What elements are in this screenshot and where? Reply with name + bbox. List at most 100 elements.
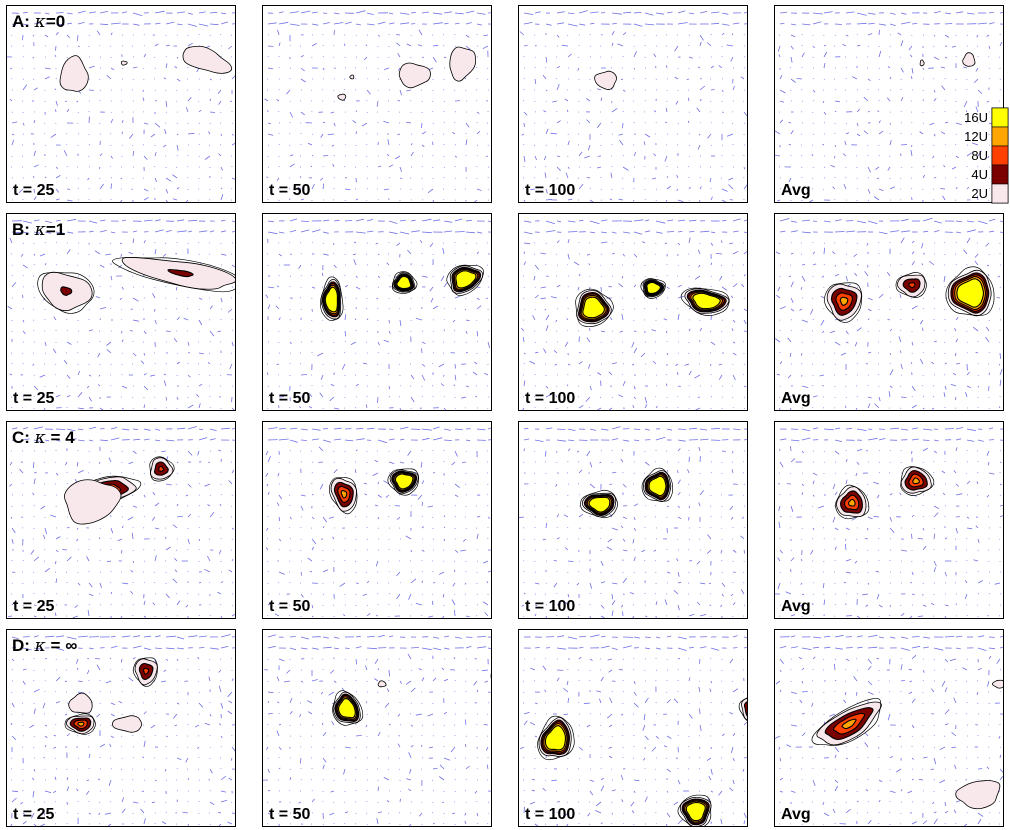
concentration-blob <box>246 668 257 686</box>
panel-frame <box>262 213 492 411</box>
panel-background <box>518 421 748 619</box>
panel-frame <box>774 629 1004 827</box>
contour-16U <box>956 278 985 308</box>
panel-1-1: t = 50 <box>262 213 492 411</box>
panel-time-label: t = 100 <box>525 598 575 615</box>
contour-2U <box>64 479 122 525</box>
outer-contour <box>391 271 418 294</box>
panel-2-2: t = 100 <box>518 421 748 619</box>
outer-contour <box>680 287 730 317</box>
contour-2U <box>749 647 765 671</box>
kappa-value: =0 <box>46 12 65 31</box>
concentration-blob <box>446 264 484 296</box>
contour-2U <box>491 671 492 679</box>
contour-12U <box>841 718 857 730</box>
contour-2U <box>337 93 347 101</box>
panel-0-3: Avg <box>774 5 1004 203</box>
panel-time-label: t = 100 <box>525 182 575 199</box>
concentration-blob <box>575 288 614 328</box>
panel-frame <box>518 5 748 203</box>
outer-contour <box>149 456 175 482</box>
outer-contour <box>246 668 257 686</box>
concentration-blob <box>64 713 96 735</box>
panel-time-label: Avg <box>781 390 811 407</box>
contour-4U <box>494 664 509 682</box>
panel-frame <box>6 629 236 827</box>
legend-swatch-16U <box>991 107 1009 128</box>
concentration-blob <box>594 70 617 90</box>
concentration-blob <box>835 484 870 520</box>
contour-2U <box>594 70 617 90</box>
panel-background <box>6 213 236 411</box>
concentration-blob <box>391 271 418 294</box>
contour-8U <box>908 282 916 289</box>
concentration-blob <box>68 692 93 714</box>
panel-1-0: t = 25 B: κ=1 <box>6 213 236 411</box>
contour-16U <box>588 496 611 513</box>
panel-time-label: t = 25 <box>13 806 54 823</box>
outer-contour <box>329 477 358 515</box>
panel-time-label: t = 25 <box>13 598 54 615</box>
outer-contour <box>580 489 618 519</box>
velocity-vector-field <box>774 634 1004 827</box>
contour-2U <box>962 52 976 67</box>
panel-time-label: t = 50 <box>269 182 310 199</box>
row-label-prefix: A: <box>12 12 35 31</box>
concentration-blob <box>377 680 387 688</box>
outer-contour <box>835 484 870 520</box>
panel-3-1: t = 50 <box>262 629 509 827</box>
velocity-vector-field <box>264 10 492 203</box>
concentration-blob <box>64 479 122 525</box>
panel-0-2: t = 100 <box>518 5 748 203</box>
outer-contour <box>945 266 995 316</box>
panel-frame <box>774 5 1004 203</box>
kappa-value: =1 <box>46 220 65 239</box>
contour-12U <box>848 498 856 507</box>
panel-frame <box>262 421 492 619</box>
contour-16U <box>396 275 412 290</box>
panel-1-3: Avg <box>774 213 1004 411</box>
concentration-blob <box>640 278 666 299</box>
panel-3-0: t = 25 D: κ = ∞ <box>6 629 257 827</box>
legend-swatch-2U <box>991 183 1009 204</box>
contour-4U <box>751 650 763 668</box>
contour-16U <box>394 473 414 490</box>
contour-8U <box>752 653 760 665</box>
outer-contour <box>490 670 492 682</box>
panel-frame <box>518 213 748 411</box>
velocity-vector-field <box>518 426 748 619</box>
velocity-vector-field <box>262 634 492 827</box>
outer-contour <box>446 264 484 296</box>
concentration-blob <box>641 467 674 503</box>
contour-12U <box>750 707 755 712</box>
legend-label: 16U <box>964 110 988 125</box>
kappa-value: = ∞ <box>46 636 78 655</box>
concentration-blob <box>962 52 976 67</box>
concentration-blob <box>132 657 158 687</box>
panel-background <box>6 421 236 619</box>
panel-frame <box>262 629 492 827</box>
concentration-blob <box>919 59 925 67</box>
outer-contour <box>747 650 748 663</box>
outer-contour <box>320 276 344 321</box>
panel-time-label: t = 50 <box>269 390 310 407</box>
contour-12U <box>77 721 85 727</box>
kappa-symbol: κ <box>34 428 46 448</box>
panel-2-0: t = 25 C: κ = 4 <box>6 421 236 619</box>
concentration-blob <box>955 780 1001 810</box>
concentration-blob <box>329 477 358 515</box>
row-label: C: κ = 4 <box>12 428 75 448</box>
contour-2U <box>955 780 1001 810</box>
panel-2-1: t = 50 <box>262 421 492 619</box>
concentration-blob <box>387 468 420 496</box>
velocity-vector-field <box>265 426 492 619</box>
panel-frame <box>6 213 236 411</box>
panel-2-3: Avg <box>774 421 1004 619</box>
contour-2U <box>59 55 89 92</box>
contour-8U <box>746 704 748 713</box>
concentration-blob <box>680 287 730 317</box>
contour-2U <box>246 668 256 684</box>
contour-12U <box>754 656 758 661</box>
row-label: D: κ = ∞ <box>12 636 77 656</box>
panel-frame <box>518 421 748 619</box>
